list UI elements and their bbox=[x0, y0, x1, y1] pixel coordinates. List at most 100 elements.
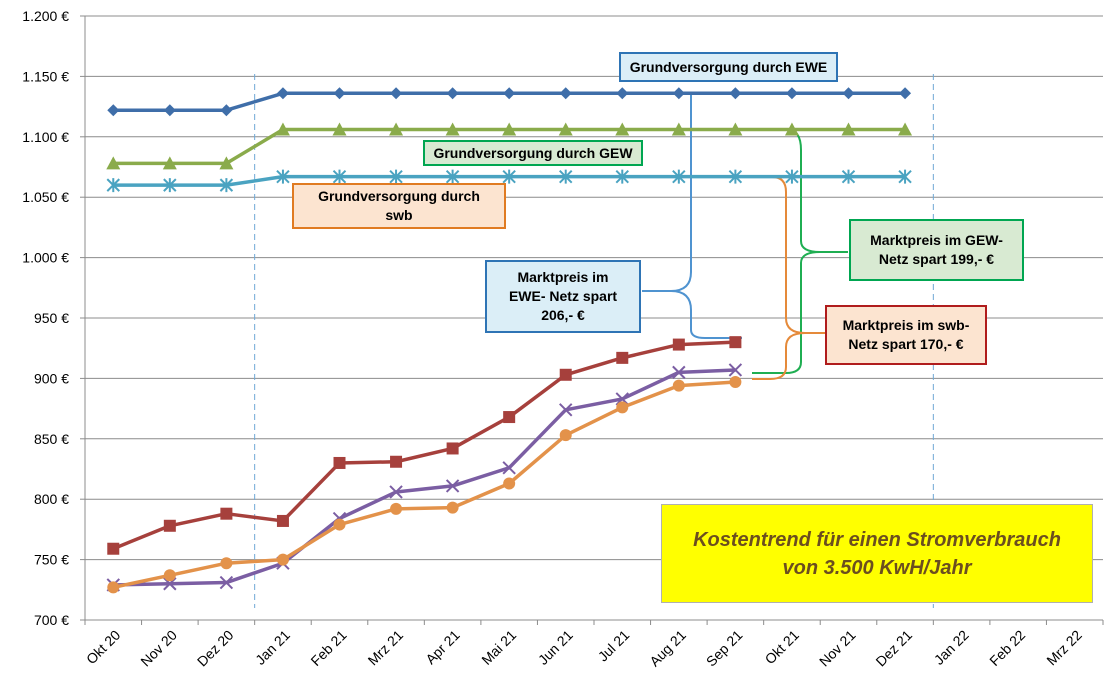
data-point-swb_markt-1 bbox=[163, 569, 176, 582]
data-point-ewe_grund-7 bbox=[503, 87, 516, 100]
data-point-swb_markt-11 bbox=[729, 376, 742, 389]
data-point-swb_markt-4 bbox=[333, 518, 346, 531]
data-point-swb_grund-6 bbox=[445, 169, 460, 184]
data-point-gew_markt-11 bbox=[728, 363, 743, 377]
data-point-gew_grund-7 bbox=[502, 122, 517, 136]
info-box: Kostentrend für einen Stromverbrauch von… bbox=[661, 504, 1093, 603]
y-tick-label-1050: 1.050 € bbox=[22, 189, 69, 205]
data-point-ewe_grund-14 bbox=[899, 87, 912, 100]
data-point-gew_grund-9 bbox=[615, 122, 630, 136]
data-point-gew_grund-8 bbox=[558, 122, 573, 136]
data-point-gew_markt-6 bbox=[445, 479, 460, 493]
data-point-ewe_markt-4 bbox=[333, 456, 346, 469]
data-point-ewe_grund-9 bbox=[616, 87, 629, 100]
x-tick-label-17: Mrz 22 bbox=[1043, 627, 1085, 669]
data-point-gew_markt-2 bbox=[219, 575, 234, 590]
data-point-ewe_markt-11 bbox=[729, 336, 742, 349]
data-point-gew_markt-8 bbox=[559, 403, 573, 417]
callout-ewe-marktpreis: Marktpreis im EWE- Netz spart 206,- € bbox=[485, 260, 641, 333]
connector-swb bbox=[742, 176, 825, 380]
callout-gew-marktpreis: Marktpreis im GEW- Netz spart 199,- € bbox=[849, 219, 1024, 281]
data-point-gew_grund-3 bbox=[275, 122, 290, 136]
data-point-swb_markt-0 bbox=[107, 581, 120, 594]
callout-swb-grundversorgung: Grundversorgung durch swb bbox=[292, 183, 506, 229]
data-point-swb_markt-9 bbox=[616, 401, 629, 414]
data-point-ewe_grund-5 bbox=[390, 87, 403, 100]
data-point-ewe_markt-0 bbox=[107, 542, 120, 555]
y-tick-label-1200: 1.200 € bbox=[22, 8, 69, 24]
series-line-ewe_markt bbox=[112, 340, 736, 551]
data-point-gew_grund-0 bbox=[106, 156, 121, 170]
data-point-swb_grund-13 bbox=[841, 169, 856, 184]
x-tick-label-4: Feb 21 bbox=[307, 627, 349, 669]
info-box-text: Kostentrend für einen Stromverbrauch von… bbox=[693, 528, 1061, 579]
y-tick-label-850: 850 € bbox=[34, 431, 69, 447]
data-point-ewe_markt-1 bbox=[163, 519, 176, 532]
y-tick-label-1150: 1.150 € bbox=[22, 68, 69, 84]
series-line-gew_markt bbox=[113, 368, 736, 587]
data-point-swb_markt-8 bbox=[559, 429, 572, 442]
data-point-swb_markt-5 bbox=[390, 502, 403, 515]
data-point-swb_grund-3 bbox=[276, 169, 290, 184]
callout-gew-grundversorgung: Grundversorgung durch GEW bbox=[423, 140, 643, 166]
data-point-ewe_grund-12 bbox=[785, 87, 798, 100]
data-point-ewe_grund-3 bbox=[276, 87, 289, 100]
data-point-swb_grund-11 bbox=[728, 169, 743, 184]
x-tick-label-3: Jan 21 bbox=[252, 627, 293, 668]
data-point-swb_grund-5 bbox=[389, 169, 403, 184]
data-point-swb_grund-9 bbox=[615, 169, 629, 184]
y-tick-label-750: 750 € bbox=[34, 552, 69, 568]
data-point-ewe_markt-10 bbox=[672, 338, 685, 351]
callout-ewe-marktpreis-text: Marktpreis im EWE- Netz spart 206,- € bbox=[508, 269, 618, 323]
x-tick-label-2: Dez 20 bbox=[194, 627, 237, 670]
data-point-gew_grund-12 bbox=[784, 122, 799, 136]
x-tick-label-6: Apr 21 bbox=[422, 627, 463, 668]
data-point-swb_markt-10 bbox=[672, 379, 685, 392]
data-point-ewe_grund-13 bbox=[842, 87, 855, 100]
callout-swb-marktpreis-text: Marktpreis im swb- Netz spart 170,- € bbox=[842, 317, 970, 352]
callout-swb-grundversorgung-text: Grundversorgung durch swb bbox=[318, 188, 480, 223]
data-point-gew_grund-13 bbox=[841, 122, 856, 136]
data-point-ewe_markt-5 bbox=[390, 455, 403, 468]
x-tick-label-0: Okt 20 bbox=[83, 627, 124, 668]
data-point-swb_grund-4 bbox=[332, 169, 347, 184]
x-tick-label-15: Jan 22 bbox=[931, 627, 972, 668]
data-point-swb_markt-7 bbox=[503, 477, 516, 490]
data-point-gew_markt-10 bbox=[672, 365, 686, 380]
x-tick-label-1: Nov 20 bbox=[137, 627, 180, 670]
data-point-gew_grund-6 bbox=[445, 122, 460, 136]
data-point-ewe_markt-9 bbox=[616, 351, 629, 364]
callout-swb-marktpreis: Marktpreis im swb- Netz spart 170,- € bbox=[825, 305, 987, 365]
data-point-gew_grund-10 bbox=[671, 122, 686, 136]
data-point-gew_grund-14 bbox=[898, 122, 913, 136]
y-tick-label-800: 800 € bbox=[34, 491, 69, 507]
data-point-ewe_markt-6 bbox=[446, 442, 459, 455]
x-tick-label-5: Mrz 21 bbox=[365, 627, 407, 669]
data-point-gew_grund-11 bbox=[728, 122, 743, 136]
data-point-ewe_grund-8 bbox=[559, 87, 572, 100]
series-line-swb_markt bbox=[112, 380, 736, 590]
data-point-gew_grund-5 bbox=[389, 122, 404, 136]
data-point-gew_markt-5 bbox=[389, 485, 403, 499]
x-tick-label-9: Jul 21 bbox=[595, 627, 633, 665]
data-point-ewe_grund-10 bbox=[672, 87, 685, 100]
data-point-ewe_markt-3 bbox=[276, 514, 289, 527]
y-tick-label-1100: 1.100 € bbox=[22, 129, 69, 145]
y-tick-label-950: 950 € bbox=[34, 310, 69, 326]
x-tick-label-13: Nov 21 bbox=[816, 627, 859, 670]
y-tick-label-1000: 1.000 € bbox=[22, 250, 69, 266]
data-point-ewe_grund-4 bbox=[333, 87, 346, 100]
data-point-ewe_grund-11 bbox=[729, 87, 742, 100]
data-point-swb_grund-0 bbox=[106, 178, 120, 193]
x-tick-label-7: Mai 21 bbox=[478, 627, 519, 668]
x-tick-label-12: Okt 21 bbox=[762, 627, 803, 668]
callout-ewe-grundversorgung-text: Grundversorgung durch EWE bbox=[629, 58, 828, 75]
callout-gew-grundversorgung-text: Grundversorgung durch GEW bbox=[433, 144, 633, 161]
data-point-swb_grund-12 bbox=[785, 169, 799, 184]
data-point-ewe_grund-6 bbox=[446, 87, 459, 100]
callout-gew-marktpreis-text: Marktpreis im GEW- Netz spart 199,- € bbox=[870, 232, 1003, 267]
data-point-ewe_grund-0 bbox=[107, 104, 120, 117]
data-point-swb_markt-6 bbox=[446, 501, 459, 514]
x-tick-label-14: Dez 21 bbox=[872, 627, 915, 670]
